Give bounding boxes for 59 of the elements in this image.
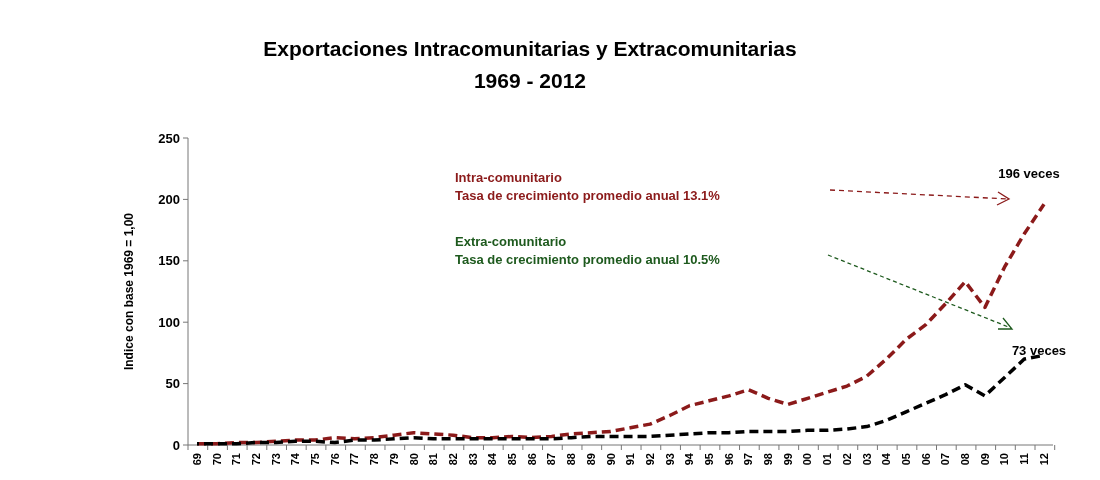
x-tick-label: 98 xyxy=(762,453,775,466)
y-axis-title: Indice con base 1969 = 1,00 xyxy=(122,212,136,371)
x-tick-label: 77 xyxy=(348,453,361,466)
chart-title: Exportaciones Intracomunitarias y Extracomunitarias xyxy=(263,37,797,60)
annotation: 196 veces xyxy=(998,166,1060,182)
annotation: Tasa de crecimiento promedio anual 13.1% xyxy=(455,188,721,203)
x-tick-label: 00 xyxy=(801,453,814,466)
x-tick-label: 75 xyxy=(309,453,322,466)
x-tick-label: 89 xyxy=(584,453,597,466)
x-tick-label: 84 xyxy=(486,452,499,466)
x-tick-label: 88 xyxy=(565,453,578,466)
x-tick-label: 94 xyxy=(683,452,696,466)
x-tick-label: 78 xyxy=(368,453,381,466)
annotation: Extra-comunitario xyxy=(455,234,567,249)
x-tick-label: 03 xyxy=(860,453,873,466)
y-tick-label: 100 xyxy=(158,314,180,330)
x-tick-label: 91 xyxy=(624,453,637,466)
x-tick-label: 97 xyxy=(742,453,755,466)
x-tick-label: 82 xyxy=(446,453,459,466)
x-tick-label: 69 xyxy=(190,453,203,466)
x-tick-label: 07 xyxy=(939,453,952,466)
x-tick-label: 02 xyxy=(840,453,853,466)
x-tick-label: 04 xyxy=(880,452,893,466)
y-tick-label: 200 xyxy=(158,191,180,207)
annotation: Tasa de crecimiento promedio anual 10.5% xyxy=(455,252,721,267)
x-tick-label: 05 xyxy=(899,453,912,466)
y-tick-label: 0 xyxy=(172,437,180,453)
x-tick-label: 09 xyxy=(978,453,991,466)
x-tick-label: 12 xyxy=(1037,453,1050,466)
x-tick-label: 99 xyxy=(781,453,794,466)
x-tick-label: 01 xyxy=(821,453,834,466)
x-tick-label: 72 xyxy=(249,453,262,466)
x-tick-label: 06 xyxy=(919,453,932,466)
x-tick-label: 71 xyxy=(230,453,243,466)
x-tick-label: 92 xyxy=(643,453,656,466)
x-tick-label: 74 xyxy=(289,452,302,466)
chart-subtitle: 1969 - 2012 xyxy=(473,69,587,92)
x-tick-label: 79 xyxy=(387,453,400,466)
x-tick-label: 11 xyxy=(1018,453,1031,465)
x-tick-label: 96 xyxy=(722,453,735,466)
x-tick-label: 10 xyxy=(998,453,1011,466)
y-tick-label: 250 xyxy=(158,130,180,146)
x-tick-label: 95 xyxy=(702,453,715,466)
annotation: 73 veces xyxy=(1011,343,1067,359)
x-tick-label: 90 xyxy=(604,453,617,466)
y-tick-label: 50 xyxy=(165,376,180,392)
x-tick-label: 93 xyxy=(663,453,676,466)
annotation: Intra-comunitario xyxy=(455,170,562,185)
x-tick-label: 85 xyxy=(506,453,519,466)
x-tick-label: 81 xyxy=(427,453,440,466)
y-tick-label: 150 xyxy=(158,253,180,269)
x-tick-label: 83 xyxy=(466,453,479,466)
x-tick-label: 87 xyxy=(545,453,558,466)
x-tick-label: 70 xyxy=(210,453,223,466)
x-tick-label: 73 xyxy=(269,453,282,466)
x-tick-label: 80 xyxy=(407,453,420,466)
x-tick-label: 08 xyxy=(959,453,972,466)
x-tick-label: 86 xyxy=(525,453,538,466)
x-tick-label: 76 xyxy=(328,453,341,466)
